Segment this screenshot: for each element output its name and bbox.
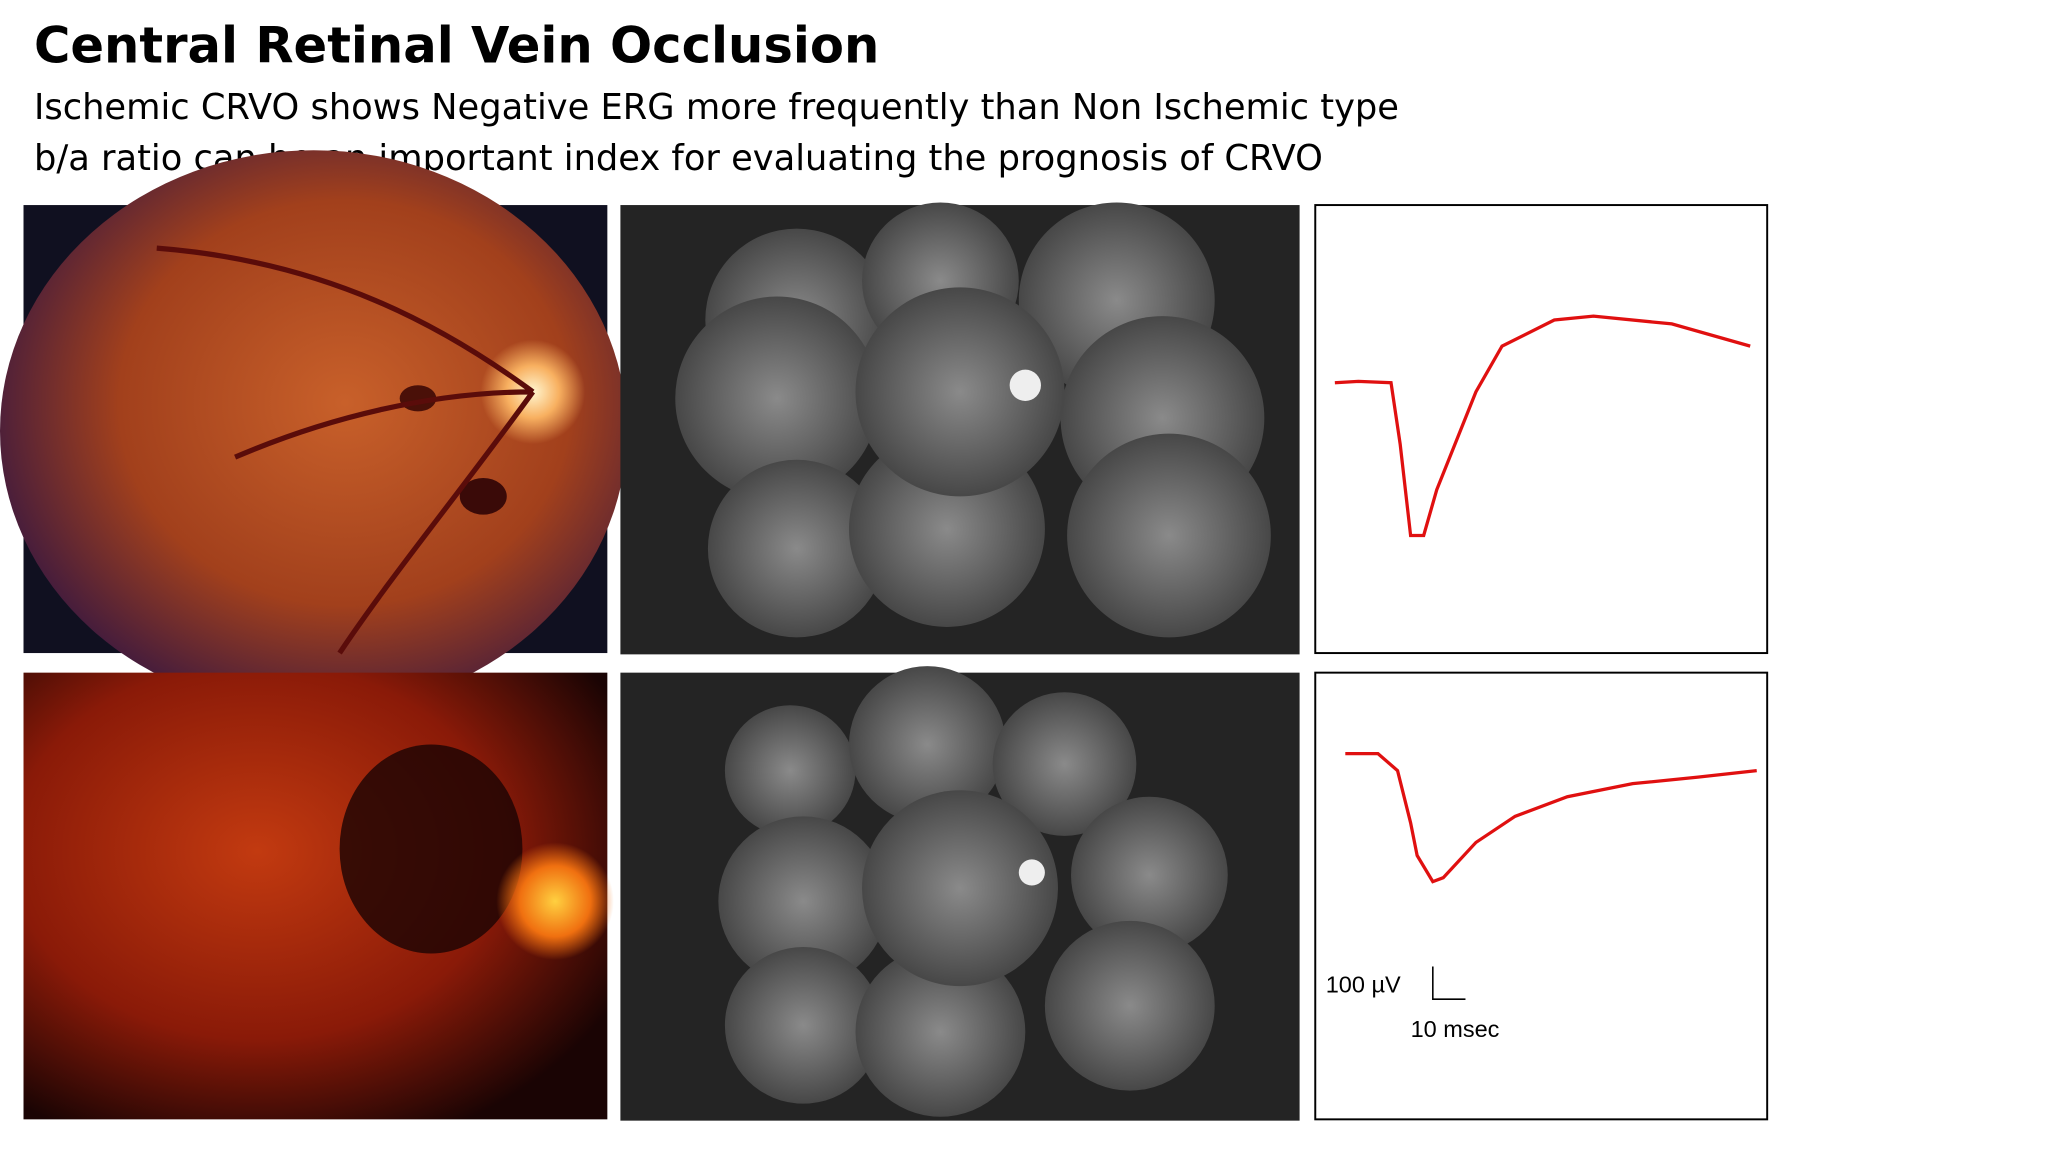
- title: Central Retinal Vein Occlusion: [34, 17, 879, 75]
- fundus-photo: [0, 150, 627, 712]
- erg-panel: [1314, 204, 1769, 655]
- erg-trace: [1334, 314, 1751, 538]
- scale-voltage: 100 µV: [1326, 972, 1401, 998]
- angiogram: [620, 666, 1300, 1121]
- fundus-photo: [23, 672, 614, 1120]
- scale-bar: [1432, 966, 1466, 1000]
- subtitle-line: Ischemic CRVO shows Negative ERG more fr…: [34, 87, 1399, 128]
- erg-trace: [1345, 751, 1757, 884]
- angiogram: [620, 202, 1300, 655]
- erg-panel: [1314, 671, 1769, 1121]
- scale-time: 10 msec: [1411, 1016, 1500, 1042]
